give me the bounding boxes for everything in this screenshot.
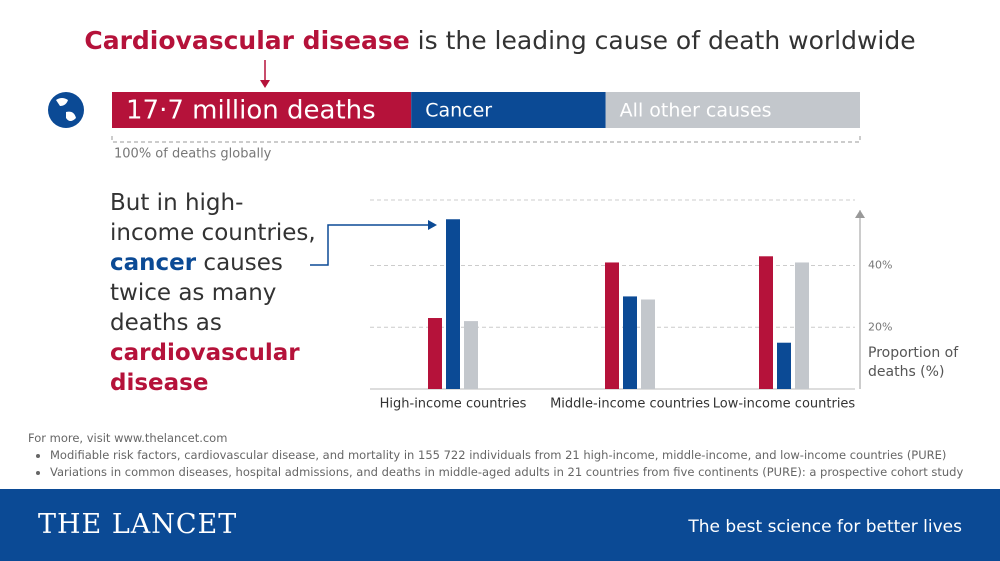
y-axis-arrow xyxy=(855,210,865,218)
bar xyxy=(759,256,773,389)
globe-icon xyxy=(48,92,84,128)
bar xyxy=(795,262,809,389)
x-tick-label: Low-income countries xyxy=(713,397,856,412)
brand-band: THE LANCET The best science for better l… xyxy=(0,489,1000,561)
y-axis-label: Proportion of deaths (%) xyxy=(868,345,959,380)
globe-land xyxy=(56,98,76,121)
bar xyxy=(641,299,655,389)
headline: Cardiovascular disease is the leading ca… xyxy=(0,26,1000,55)
share-label: All other causes xyxy=(620,100,772,122)
brand-name: THE LANCET xyxy=(38,509,238,540)
share-note: 100% of deaths globally xyxy=(114,147,272,162)
connector-head xyxy=(428,220,437,230)
x-tick-label: Middle-income countries xyxy=(550,397,710,412)
share-segment xyxy=(112,92,412,128)
bar xyxy=(464,321,478,389)
share-bracket xyxy=(111,136,861,143)
statement-cvd: cardiovascular disease xyxy=(110,340,300,396)
x-tick-label: High-income countries xyxy=(380,397,527,412)
reference[interactable]: Variations in common diseases, hospital … xyxy=(50,464,963,481)
headline-rest: is the leading cause of death worldwide xyxy=(417,26,916,55)
tagline: The best science for better lives xyxy=(688,517,962,537)
footer: For more, visit www.thelancet.com Modifi… xyxy=(28,430,963,481)
bar xyxy=(623,296,637,389)
share-label: 17·7 million deaths xyxy=(126,96,376,126)
arrow-head xyxy=(260,80,270,88)
statement-cancer: cancer xyxy=(110,250,197,276)
statement-text: causes twice as many deaths as xyxy=(110,250,283,336)
reference-list: Modifiable risk factors, cardiovascular … xyxy=(28,447,963,481)
statement-text: But in high-income countries, xyxy=(110,190,316,246)
bar xyxy=(446,219,460,389)
reference[interactable]: Modifiable risk factors, cardiovascular … xyxy=(50,447,963,464)
bar xyxy=(777,342,791,389)
y-tick-label: 40% xyxy=(868,259,892,272)
share-segment xyxy=(411,92,606,128)
connector xyxy=(310,224,430,266)
share-label: Cancer xyxy=(425,100,492,122)
chart: 17·7 million deaths Cancer All other cause… xyxy=(48,60,892,412)
bar xyxy=(605,262,619,389)
headline-highlight: Cardiovascular disease xyxy=(84,26,410,55)
y-tick-label: 20% xyxy=(868,320,892,333)
bar xyxy=(428,318,442,389)
statement: But in high-income countries, cancer cau… xyxy=(110,188,320,398)
share-segment xyxy=(605,92,860,128)
visit-link[interactable]: For more, visit www.thelancet.com xyxy=(28,431,228,445)
